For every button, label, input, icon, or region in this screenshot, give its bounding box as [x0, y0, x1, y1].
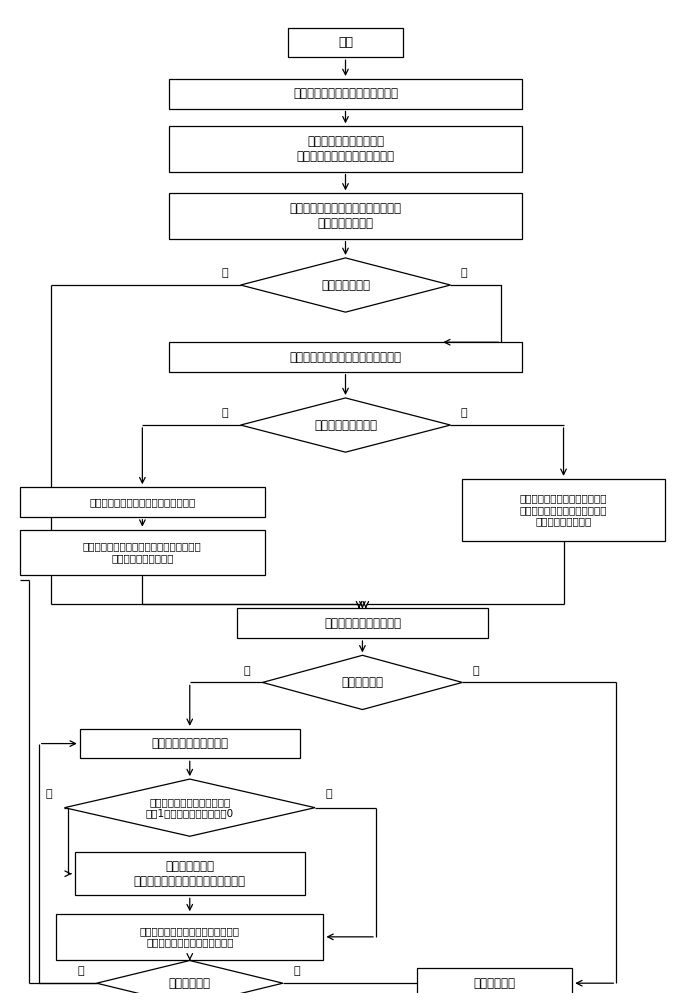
Text: 合关联线路开关
并更新当前待恢复供电母线投运状态: 合关联线路开关 并更新当前待恢复供电母线投运状态: [134, 860, 246, 888]
Polygon shape: [97, 961, 283, 1000]
Text: 基于同步相量测量的小电源分析处理: 基于同步相量测量的小电源分析处理: [290, 351, 401, 364]
Polygon shape: [240, 398, 451, 452]
Text: 选择队列中下一母线为当前待恢复供
电母线并从队列中删除当前母线: 选择队列中下一母线为当前待恢复供 电母线并从队列中删除当前母线: [140, 926, 240, 948]
Text: 是: 是: [222, 408, 228, 418]
Text: 否: 否: [222, 268, 228, 278]
Text: 否: 否: [461, 408, 467, 418]
Text: 否: 否: [293, 966, 300, 976]
FancyBboxPatch shape: [169, 79, 522, 109]
Text: 否: 否: [325, 789, 332, 799]
FancyBboxPatch shape: [169, 193, 522, 239]
Text: 判断是否满足对侧母线投运状
态为1且关联线路故障标志为0: 判断是否满足对侧母线投运状 态为1且关联线路故障标志为0: [146, 797, 234, 818]
Text: 是: 是: [46, 789, 53, 799]
Text: 跳开失电区域内全部非故障工作电源开关，
记录线路投运状态变化: 跳开失电区域内全部非故障工作电源开关， 记录线路投运状态变化: [83, 541, 202, 563]
Polygon shape: [240, 258, 451, 312]
FancyBboxPatch shape: [20, 530, 265, 575]
Polygon shape: [64, 779, 315, 836]
Text: 拓扑分析确定母线和线路关联关系: 拓扑分析确定母线和线路关联关系: [293, 87, 398, 100]
Text: 队列是否为空: 队列是否为空: [169, 977, 211, 990]
FancyBboxPatch shape: [56, 914, 323, 960]
Text: 利用同步相量测量得到的开关两
侧的相位、频率以及频率变化率
信息进行检同期并网: 利用同步相量测量得到的开关两 侧的相位、频率以及频率变化率 信息进行检同期并网: [520, 493, 607, 526]
Text: 选择当前待恢复供电母线: 选择当前待恢复供电母线: [151, 737, 228, 750]
FancyBboxPatch shape: [237, 608, 488, 638]
Text: 是: 是: [78, 966, 84, 976]
Text: 否: 否: [244, 666, 250, 676]
Text: 是否立即切除小电源: 是否立即切除小电源: [314, 419, 377, 432]
FancyBboxPatch shape: [79, 729, 300, 758]
FancyBboxPatch shape: [169, 342, 522, 372]
Text: 队列是否为空: 队列是否为空: [341, 676, 384, 689]
FancyBboxPatch shape: [417, 968, 572, 998]
FancyBboxPatch shape: [75, 852, 305, 895]
Text: 线路及母线运行方式识别
并记录初始投运状态和故障标志: 线路及母线运行方式识别 并记录初始投运状态和故障标志: [296, 135, 395, 163]
FancyBboxPatch shape: [462, 479, 665, 541]
FancyBboxPatch shape: [288, 28, 403, 57]
Text: 控制过程完成: 控制过程完成: [473, 977, 515, 990]
FancyBboxPatch shape: [169, 126, 522, 172]
FancyBboxPatch shape: [20, 487, 265, 517]
Text: 故障检测及故障区域、正常供电区域
和待恢复区域判断: 故障检测及故障区域、正常供电区域 和待恢复区域判断: [290, 202, 401, 230]
Text: 是: 是: [461, 268, 467, 278]
Text: 生成待恢复供电母线队列: 生成待恢复供电母线队列: [324, 617, 401, 630]
Text: 是: 是: [473, 666, 479, 676]
Text: 开始: 开始: [338, 36, 353, 49]
Text: 是否存在小电源: 是否存在小电源: [321, 279, 370, 292]
Text: 跳开待恢复区域内全部小电源线路开关: 跳开待恢复区域内全部小电源线路开关: [89, 497, 196, 507]
Polygon shape: [263, 655, 462, 710]
